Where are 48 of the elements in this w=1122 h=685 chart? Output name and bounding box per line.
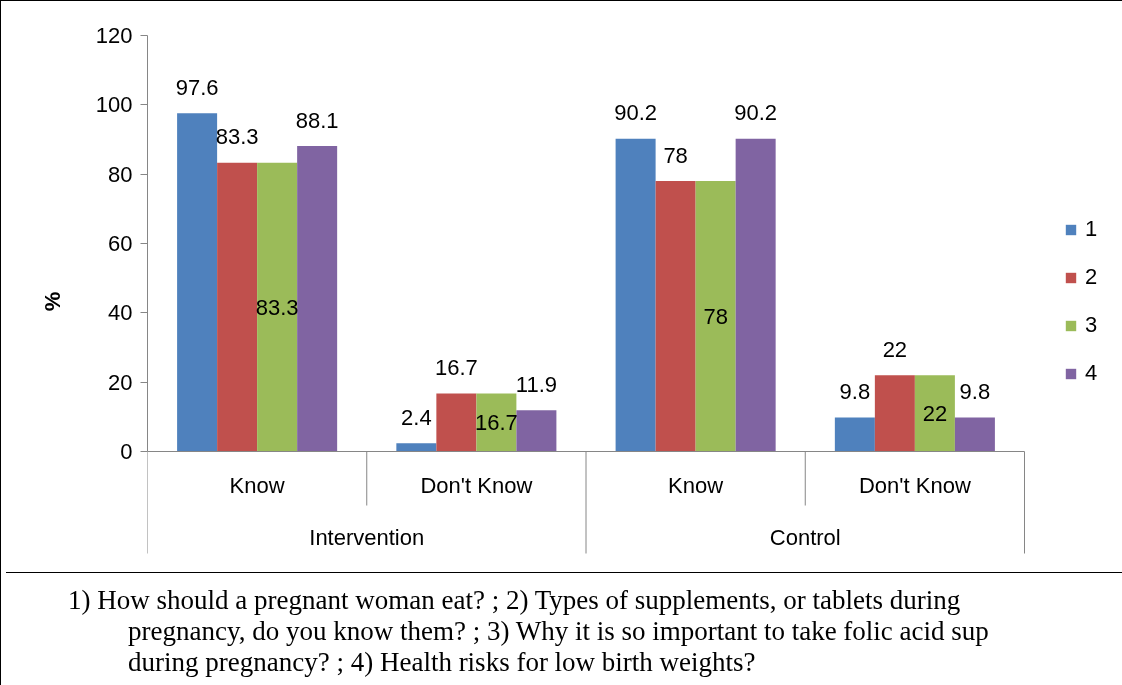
bar: [257, 162, 298, 452]
bar: [177, 113, 218, 452]
bar: [217, 162, 258, 452]
bar: [735, 138, 776, 452]
y-axis-title: %: [39, 291, 65, 312]
bar: [436, 393, 477, 452]
text: Intervention: [309, 525, 425, 550]
x-tick-label: Don't Know: [420, 473, 533, 498]
text: 1) How should a pregnant woman eat? ; 2) Types of supplements, or tablets during pregnancy, do you know them? ; 3) Why it is so important to take folic acid sup during pregnancy? ; 4) Health risks for low birth weights?: [67, 584, 990, 678]
data-label: 22: [882, 336, 908, 362]
bar: [834, 417, 875, 452]
bar: [695, 181, 736, 452]
legend-label: 3: [1085, 312, 1099, 338]
bar: [396, 443, 437, 452]
y-tick-label: 60: [108, 231, 133, 256]
y-tick-label: 80: [108, 161, 133, 187]
bar: [874, 375, 915, 452]
data-label: 78: [703, 303, 728, 329]
bar: [615, 138, 656, 452]
x-tick-label: Know: [668, 473, 724, 498]
legend-label: 2: [1085, 264, 1099, 290]
y-tick-label: 20: [108, 369, 133, 395]
y-tick-label: 0: [120, 439, 133, 464]
data-label: 97.6: [175, 74, 219, 100]
bar: [914, 375, 955, 452]
data-label: 16.7: [434, 355, 478, 381]
data-label: 11.9: [515, 371, 557, 397]
data-label: 9.8: [959, 379, 991, 405]
data-label: 9.8: [839, 379, 871, 405]
y-tick-label: 100: [95, 92, 133, 118]
data-label: 22: [922, 400, 948, 426]
text: Control: [769, 525, 841, 550]
data-label: 90.2: [614, 100, 658, 126]
legend-label: 1: [1085, 216, 1099, 242]
data-label: 2.4: [401, 404, 432, 430]
bar: [516, 410, 557, 452]
bar: [954, 417, 995, 452]
bar: [655, 181, 696, 452]
data-label: 78: [663, 142, 688, 168]
data-label: 88.1: [295, 107, 339, 133]
y-tick-label: 120: [95, 23, 133, 48]
x-tick-label: Know: [229, 473, 285, 498]
data-label: 16.7: [474, 410, 518, 436]
data-label: 90.2: [734, 100, 778, 126]
legend-label: 4: [1085, 360, 1099, 386]
y-tick-label: 40: [108, 300, 133, 326]
bar: [297, 146, 338, 452]
x-tick-label: Don't Know: [858, 473, 971, 498]
